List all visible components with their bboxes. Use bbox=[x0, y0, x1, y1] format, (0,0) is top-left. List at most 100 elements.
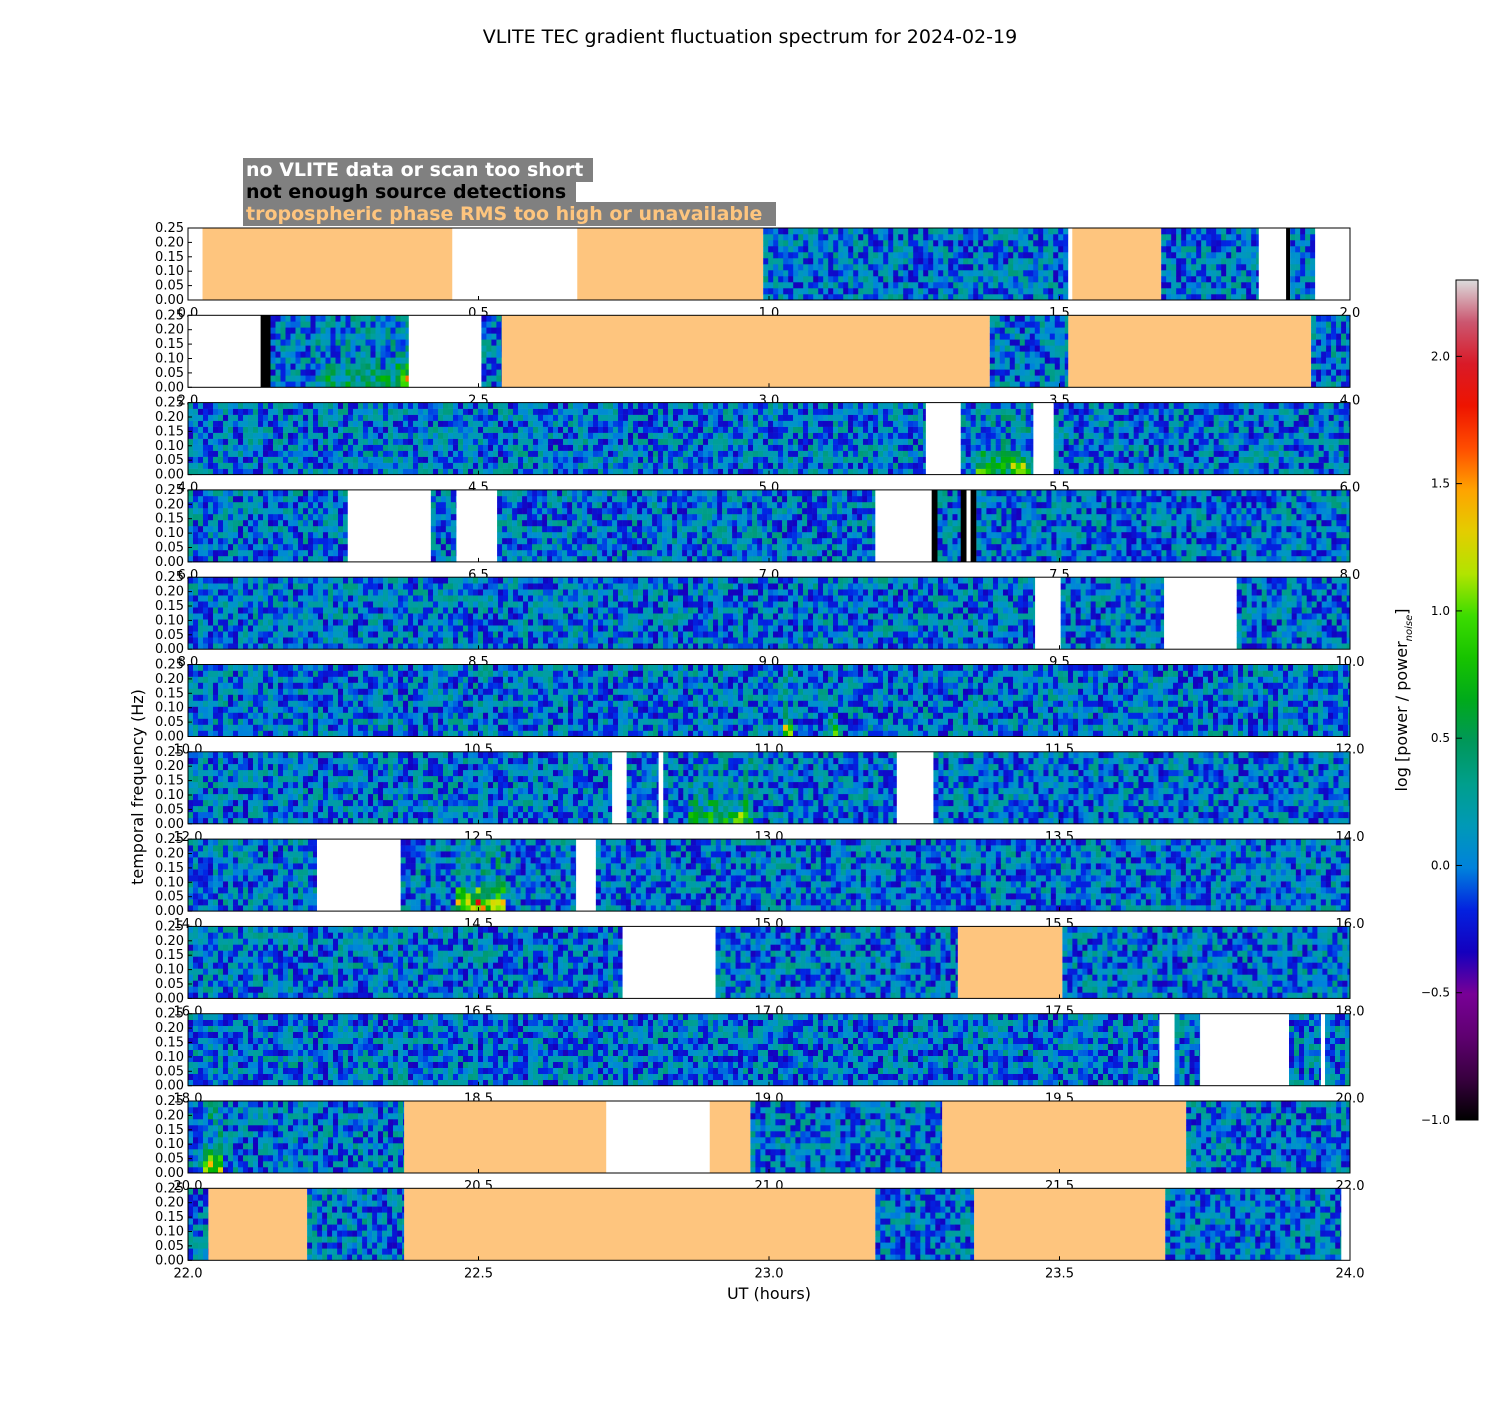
heatmap-cell bbox=[858, 246, 863, 252]
heatmap-cell bbox=[308, 427, 313, 433]
heatmap-cell bbox=[613, 409, 618, 415]
heatmap-cell bbox=[963, 264, 968, 270]
heatmap-cell bbox=[863, 288, 868, 294]
heatmap-cell bbox=[853, 445, 858, 451]
heatmap-cell bbox=[723, 409, 728, 415]
heatmap-cell bbox=[218, 445, 223, 451]
heatmap-cell bbox=[528, 451, 533, 457]
heatmap-cell bbox=[1161, 282, 1166, 288]
heatmap-cell bbox=[371, 363, 376, 369]
heatmap-cell bbox=[408, 433, 413, 439]
heatmap-cell bbox=[1249, 445, 1254, 451]
heatmap-cell bbox=[323, 439, 328, 445]
heatmap-cell bbox=[493, 439, 498, 445]
heatmap-cell bbox=[428, 427, 433, 433]
heatmap-cell bbox=[413, 403, 418, 409]
heatmap-cell bbox=[893, 252, 898, 258]
heatmap-cell bbox=[223, 556, 228, 562]
heatmap-cell bbox=[1030, 357, 1035, 363]
heatmap-cell bbox=[783, 252, 788, 258]
heatmap-cell bbox=[971, 469, 976, 475]
heatmap-cell bbox=[848, 234, 853, 240]
heatmap-cell bbox=[438, 421, 443, 427]
heatmap-cell bbox=[1104, 463, 1109, 469]
heatmap-cell bbox=[1290, 246, 1295, 252]
heatmap-cell bbox=[1021, 433, 1026, 439]
heatmap-cell bbox=[1011, 457, 1016, 463]
heatmap-cell bbox=[311, 339, 316, 345]
heatmap-cell bbox=[893, 451, 898, 457]
heatmap-cell bbox=[803, 276, 808, 282]
heatmap-cell bbox=[343, 514, 348, 520]
heatmap-cell bbox=[496, 339, 501, 345]
heatmap-cell bbox=[923, 234, 928, 240]
heatmap-cell bbox=[1040, 345, 1045, 351]
heatmap-cell bbox=[423, 403, 428, 409]
heatmap-cell bbox=[793, 234, 798, 240]
heatmap-cell bbox=[1166, 276, 1171, 282]
heatmap-cell bbox=[823, 228, 828, 234]
heatmap-cell bbox=[313, 532, 318, 538]
heatmap-cell bbox=[1344, 439, 1349, 445]
heatmap-cell bbox=[1176, 294, 1181, 300]
heatmap-cell bbox=[883, 252, 888, 258]
heatmap-cell bbox=[858, 228, 863, 234]
heatmap-cell bbox=[903, 433, 908, 439]
heatmap-cell bbox=[436, 520, 441, 526]
heatmap-cell bbox=[1001, 403, 1006, 409]
heatmap-cell bbox=[508, 427, 513, 433]
heatmap-cell bbox=[1299, 457, 1304, 463]
heatmap-cell bbox=[908, 439, 913, 445]
heatmap-cell bbox=[658, 433, 663, 439]
heatmap-cell bbox=[1186, 270, 1191, 276]
heatmap-cell bbox=[1311, 375, 1316, 381]
heatmap-cell bbox=[393, 415, 398, 421]
heatmap-cell bbox=[1018, 240, 1023, 246]
heatmap-cell bbox=[1054, 415, 1059, 421]
heatmap-cell bbox=[193, 451, 198, 457]
heatmap-cell bbox=[798, 403, 803, 409]
heatmap-cell bbox=[238, 538, 243, 544]
heatmap-cell bbox=[1334, 415, 1339, 421]
heatmap-cell bbox=[918, 463, 923, 469]
heatmap-cell bbox=[1094, 421, 1099, 427]
heatmap-cell bbox=[763, 421, 768, 427]
heatmap-cell bbox=[743, 403, 748, 409]
heatmap-cell bbox=[1254, 445, 1259, 451]
heatmap-cell bbox=[208, 556, 213, 562]
heatmap-cell bbox=[971, 415, 976, 421]
heatmap-cell bbox=[1299, 409, 1304, 415]
heatmap-cell bbox=[268, 421, 273, 427]
heatmap-cell bbox=[1226, 282, 1231, 288]
heatmap-cell bbox=[703, 415, 708, 421]
heatmap-cell bbox=[593, 415, 598, 421]
legend-item-no-data: no VLITE data or scan too short bbox=[246, 159, 583, 181]
heatmap-cell bbox=[1279, 445, 1284, 451]
heatmap-cell bbox=[708, 445, 713, 451]
heatmap-cell bbox=[1310, 288, 1315, 294]
heatmap-cell bbox=[338, 451, 343, 457]
heatmap-cell bbox=[1166, 288, 1171, 294]
heatmap-cell bbox=[371, 339, 376, 345]
heatmap-cell bbox=[803, 234, 808, 240]
heatmap-cell bbox=[301, 327, 306, 333]
segment-nodet bbox=[261, 315, 271, 387]
heatmap-cell bbox=[743, 421, 748, 427]
heatmap-cell bbox=[883, 228, 888, 234]
heatmap-cell bbox=[773, 451, 778, 457]
heatmap-cell bbox=[928, 258, 933, 264]
heatmap-cell bbox=[683, 439, 688, 445]
heatmap-cell bbox=[1079, 463, 1084, 469]
heatmap-cell bbox=[883, 433, 888, 439]
heatmap-cell bbox=[883, 264, 888, 270]
heatmap-cell bbox=[928, 234, 933, 240]
heatmap-cell bbox=[446, 526, 451, 532]
heatmap-cell bbox=[853, 451, 858, 457]
heatmap-cell bbox=[223, 409, 228, 415]
heatmap-cell bbox=[1341, 315, 1346, 321]
heatmap-cell bbox=[463, 409, 468, 415]
heatmap-cell bbox=[971, 445, 976, 451]
heatmap-cell bbox=[351, 363, 356, 369]
heatmap-cell bbox=[188, 508, 193, 514]
heatmap-cell bbox=[1334, 409, 1339, 415]
